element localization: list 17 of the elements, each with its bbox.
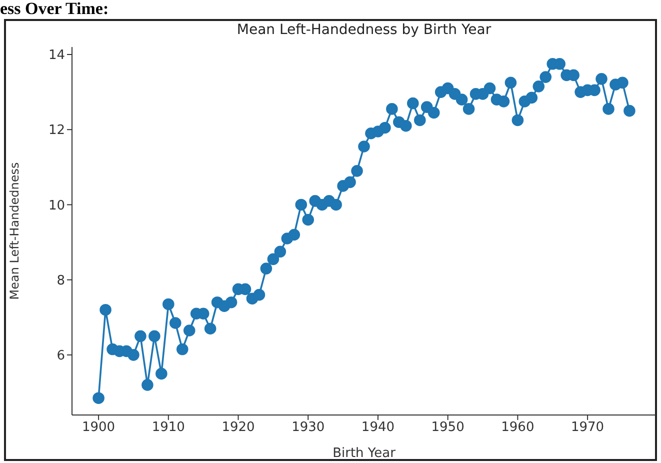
chart-title: Mean Left-Handedness by Birth Year [236,22,492,38]
y-tick-label: 12 [48,123,65,138]
x-tick-label: 1970 [570,420,604,436]
x-tick-label: 1940 [361,420,395,436]
x-axis-title: Birth Year [332,446,396,461]
x-tick-label: 1950 [431,420,464,436]
x-tick-label: 1960 [501,420,534,436]
y-axis-title: Mean Left-Handedness [7,162,22,300]
x-tick-label: 1920 [222,420,255,436]
y-tick-label: 10 [48,198,65,214]
x-tick-label: 1910 [152,420,185,436]
x-tick-label: 1930 [292,420,325,436]
x-tick-label: 1900 [82,420,116,436]
y-tick-label: 6 [56,348,65,364]
y-tick-label: 8 [56,273,65,288]
y-tick-label: 14 [48,48,65,64]
text: ess Over Time: [0,0,109,18]
